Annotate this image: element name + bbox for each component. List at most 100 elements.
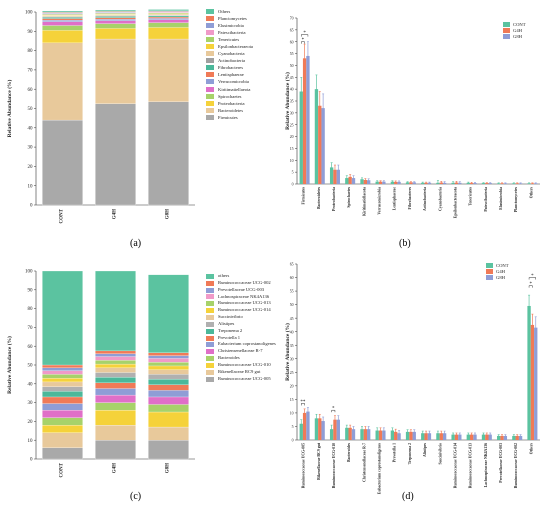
bar-g4h-spirochaetes — [95, 23, 136, 29]
y-tick-label: 20 — [28, 165, 34, 170]
bar-g8h-kiritimatiellaeota — [148, 19, 189, 23]
bar-cont-proteobacteria — [42, 30, 83, 44]
bar-lentisphaerae-cont — [390, 181, 395, 184]
legend-label: CONT — [513, 21, 526, 27]
bar-ruminococcaceae-ucg-005-g4h — [302, 412, 307, 440]
legend-a: Others Planctomycetes Elusimicrobia Patesci… — [206, 8, 253, 121]
legend-label: Ruminococcaceae UCG-005 — [218, 375, 271, 381]
bar-g4h-proteobacteria — [95, 28, 136, 40]
y-axis-label: Relative Abundance (%) — [6, 336, 13, 394]
legend-item-prevotella-1: Prevotella 1 — [206, 335, 276, 342]
bar-cont-bacteroidetes — [42, 42, 83, 121]
bar-g8h-alistipes — [148, 374, 189, 380]
bar-prevotellaceae-ucg-003-cont — [497, 435, 501, 440]
y-tick-label: 10 — [28, 439, 34, 444]
bar-ruminococcaceae-ucg-002-cont — [512, 435, 516, 440]
bar-ruminococcaceae-ucg-014-g4h — [454, 434, 459, 440]
y-tick-label: 50 — [290, 303, 294, 307]
significance-bracket — [528, 285, 533, 288]
bar-cont-christensenellaceae-r-7 — [42, 409, 83, 418]
bar-g8h-ruminococcaceae-ucg-005 — [148, 440, 189, 460]
legend-label: Eubacterium coprostanoligenes — [218, 341, 276, 347]
bar-spirochaetes-cont — [345, 178, 349, 184]
legend-item-spirochaetes: Spirochaetes — [206, 93, 253, 100]
legend-item-cont: CONT — [503, 21, 526, 27]
legend-swatch — [206, 362, 214, 368]
x-tick-label-bacteroides: Bacteroides — [347, 442, 351, 461]
x-tick-label-g8h: G8H — [166, 463, 171, 473]
legend-item-eubacterium-coprostanoligenes: Eubacterium coprostanoligenes — [206, 341, 276, 348]
bar-g4h-eubacterium-coprostanoligenes — [95, 388, 136, 396]
y-axis-label: Relative Abundance (%) — [284, 72, 291, 130]
legend-item-ruminococcaceae-ucg-014: Ruminococcaceae UCG-014 — [206, 307, 276, 314]
bar-alistipes-cont — [421, 433, 425, 440]
bar-cont-others — [42, 10, 83, 13]
y-tick-label: 40 — [290, 88, 294, 92]
legend-swatch — [503, 21, 510, 27]
y-tick-label: 100 — [25, 270, 33, 275]
bar-g4h-alistipes — [95, 372, 136, 378]
legend-swatch — [206, 114, 214, 120]
significance-bracket — [528, 277, 536, 280]
y-tick-label: 100 — [25, 11, 33, 16]
bar-cont-ruminococcaceae-ucg-002 — [42, 364, 83, 368]
y-tick-label: 30 — [290, 357, 294, 361]
bar-g4h-kiritimatiellaeota — [95, 20, 136, 24]
legend-swatch — [206, 287, 214, 293]
bar-g4h-firmicutes — [95, 103, 136, 206]
y-tick-label: 20 — [290, 384, 294, 388]
legend-swatch — [486, 262, 493, 268]
bar-ruminococcaceae-ucg-002-g8h — [518, 435, 523, 440]
y-tick-label: 40 — [290, 330, 294, 334]
bar-g8h-prevotellaceae-ucg-003 — [148, 355, 189, 359]
x-tick-label-bacteroidetes: Bacteroidetes — [317, 186, 321, 208]
significance-label: * — [302, 38, 305, 43]
bar-bacteroidetes-cont — [314, 89, 319, 184]
bar-g8h-treponema-2 — [148, 378, 189, 385]
legend-item-alistipes: Alistipes — [206, 321, 276, 328]
chart-a-svg: 0 10 20 30 40 50 60 70 80 90 100 Relative Abundance… — [6, 9, 195, 223]
x-tick-label-patescibacteria: Patescibacteria — [484, 187, 488, 212]
bar-g8h-ruminococcaceae-ucg-013 — [148, 362, 189, 367]
y-tick-label: 10 — [28, 184, 34, 189]
bar-prevotellaceae-ucg-003-g4h — [500, 435, 504, 440]
x-tick-label-cyanobacteria: Cyanobacteria — [438, 187, 442, 211]
legend-item-fibrobacteres: Fibrobacteres — [206, 64, 253, 71]
y-tick-label: 15 — [290, 147, 294, 151]
y-tick-label: 20 — [290, 135, 294, 139]
legend-swatch — [206, 301, 214, 307]
y-tick-label: 30 — [28, 146, 34, 151]
legend-label: Kiritimatiellaeota — [218, 86, 251, 92]
bar-g8h-eubacterium-coprostanoligenes — [148, 390, 189, 398]
legend-d: CONT G4H G8H — [486, 262, 509, 280]
legend-swatch — [206, 328, 214, 334]
significance-label: * — [332, 407, 335, 412]
bar-g8h-lachnospiraceae-nk4a136 — [148, 358, 189, 363]
bar-cont-succinivibrio — [42, 381, 83, 387]
legend-swatch — [206, 16, 214, 22]
legend-label: Elusimicrobia — [218, 23, 244, 29]
legend-label: Epsilonbacteraeota — [218, 44, 253, 50]
legend-swatch — [206, 314, 214, 320]
legend-swatch — [206, 37, 214, 43]
legend-item-kiritimatiellaeota: Kiritimatiellaeota — [206, 86, 253, 93]
y-tick-label: 90 — [28, 30, 34, 35]
legend-item-succinivibrio: Succinivibrio — [206, 314, 276, 321]
y-tick-label: 90 — [28, 288, 34, 293]
legend-item-cyanobacteria: Cyanobacteria — [206, 50, 253, 57]
legend-label: Firmicutes — [218, 114, 238, 120]
bar-firmicutes-g8h — [306, 55, 310, 184]
bar-bacteroidetes-g4h — [318, 105, 322, 184]
legend-swatch — [206, 356, 214, 362]
y-tick-label: 10 — [290, 412, 294, 416]
bar-treponema-2-cont — [405, 431, 410, 440]
bar-ruminococcaceae-ucg-013-g8h — [473, 434, 477, 440]
bar-ruminococcaceae-ucg-013-cont — [466, 434, 470, 440]
legend-label: Bacteroidetes — [218, 107, 243, 113]
bar-g4h-fibrobacteres — [95, 16, 136, 18]
bar-g4h-succinivibrio — [95, 367, 136, 373]
bar-ruminococcaceae-ucg-005-g8h — [306, 411, 310, 440]
legend-item-elusimicrobia: Elusimicrobia — [206, 22, 253, 29]
bar-g4h-ruminococcaceae-ucg-014 — [95, 363, 136, 368]
x-tick-label-spirochaetes: Spirochaetes — [347, 186, 351, 207]
